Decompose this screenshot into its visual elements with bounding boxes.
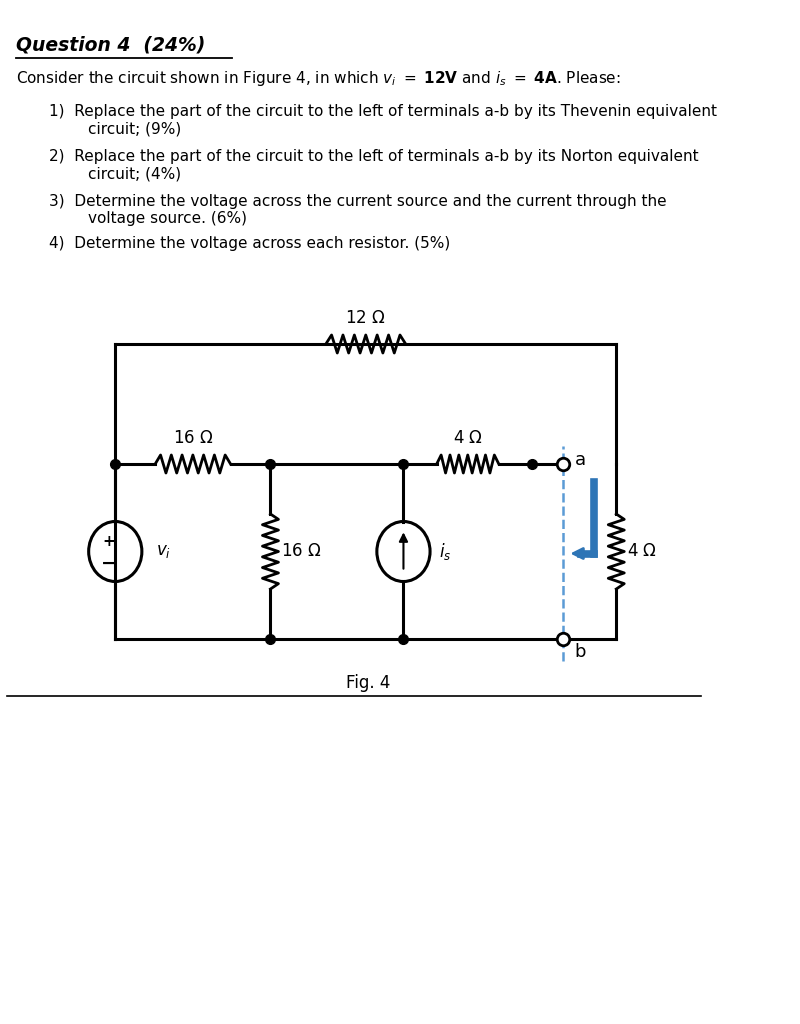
Text: $i_s$: $i_s$ [439, 541, 451, 562]
Text: 16 $\Omega$: 16 $\Omega$ [173, 429, 213, 447]
Text: −: − [101, 554, 118, 573]
Text: 12 $\Omega$: 12 $\Omega$ [346, 309, 386, 327]
Text: Consider the circuit shown in Figure 4, in which $\mathit{v_i}$ $=$ $\mathbf{12V: Consider the circuit shown in Figure 4, … [16, 69, 621, 88]
Text: $v_i$: $v_i$ [156, 543, 171, 560]
Text: 2)  Replace the part of the circuit to the left of terminals a-b by its Norton e: 2) Replace the part of the circuit to th… [49, 150, 698, 181]
Text: Fig. 4: Fig. 4 [346, 674, 390, 692]
Text: 1)  Replace the part of the circuit to the left of terminals a-b by its Thevenin: 1) Replace the part of the circuit to th… [49, 104, 717, 136]
Text: Question 4  (24%): Question 4 (24%) [16, 36, 206, 55]
Text: b: b [574, 643, 586, 662]
Text: +: + [102, 534, 115, 549]
Text: 4 $\Omega$: 4 $\Omega$ [627, 543, 657, 560]
Text: 3)  Determine the voltage across the current source and the current through the
: 3) Determine the voltage across the curr… [49, 194, 666, 226]
Text: 4 $\Omega$: 4 $\Omega$ [453, 429, 482, 447]
Text: a: a [574, 451, 586, 469]
Text: 16 $\Omega$: 16 $\Omega$ [281, 543, 322, 560]
Text: 4)  Determine the voltage across each resistor. (5%): 4) Determine the voltage across each res… [49, 236, 450, 251]
